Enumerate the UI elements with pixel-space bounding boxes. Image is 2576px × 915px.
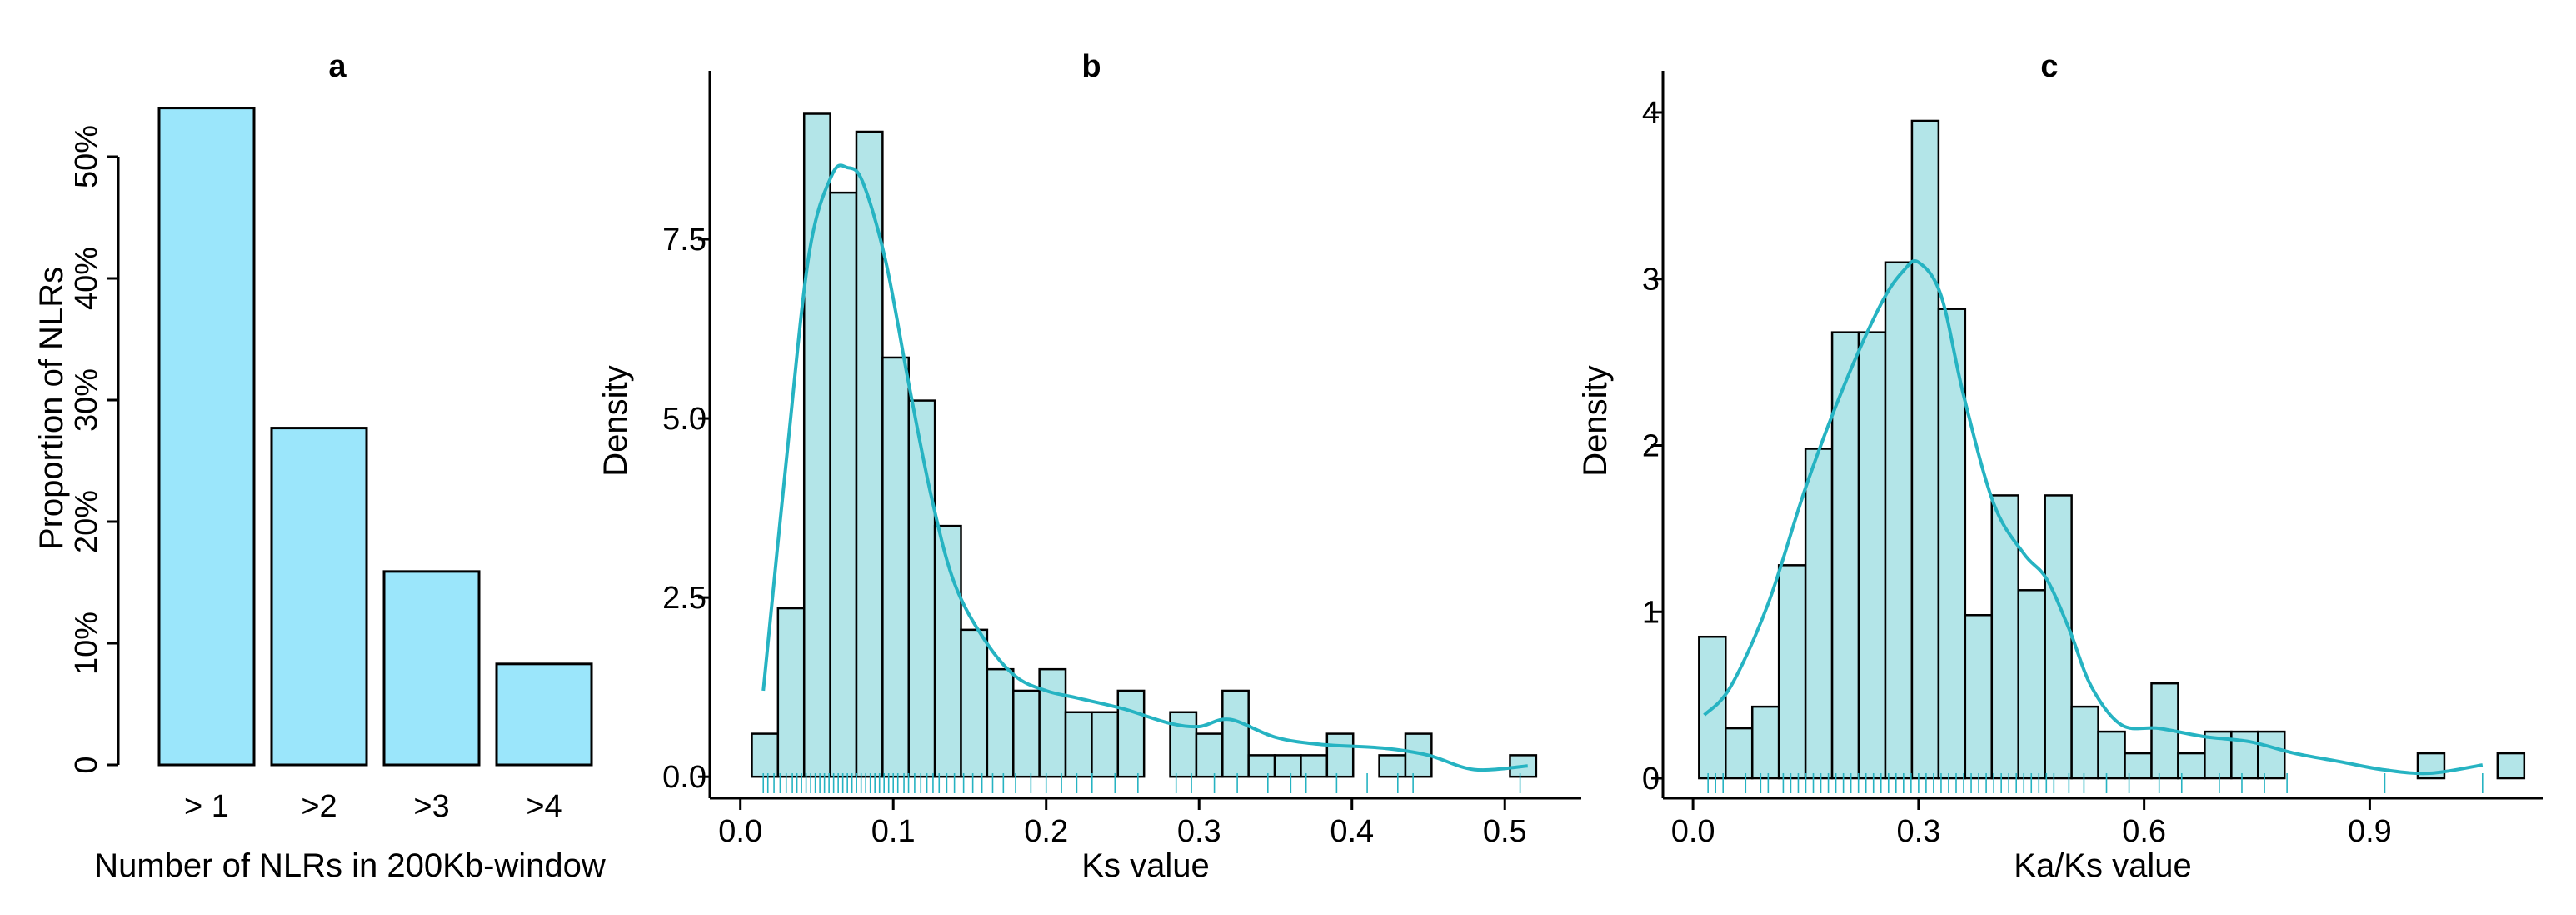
bar	[157, 107, 256, 767]
chart-title: c	[2040, 49, 2058, 84]
histogram-bar	[1804, 448, 1834, 780]
histogram-bar	[2257, 730, 2286, 780]
bar	[382, 570, 481, 767]
bar	[495, 662, 593, 767]
x-tick-label: 0.0	[1671, 814, 1715, 849]
histogram-bar	[1038, 668, 1067, 778]
y-tick-label: 10%	[69, 612, 104, 675]
y-tick-label: 20%	[69, 490, 104, 553]
y-tick-label: 0.0	[662, 760, 706, 795]
panel-c: 0 1 2 3 4 0.0 0.3 0.6 0.9 c Ka/Ks value Density	[1577, 49, 2543, 884]
histogram-bar	[1091, 711, 1120, 778]
x-tick-label: >4	[526, 789, 562, 824]
histogram-bar	[1116, 689, 1146, 778]
panel-b: 0.0 2.5 5.0 7.5 0.0 0.1 0.2 0.3 0.4 0.5 b Ks value D…	[597, 49, 1581, 884]
histogram-bar	[1964, 614, 1994, 780]
histogram-bar	[1990, 494, 2019, 780]
y-tick-label: 0	[69, 756, 104, 773]
histogram-bar	[1273, 754, 1302, 778]
histogram-bar	[1221, 689, 1250, 778]
y-axis-label: Density	[1577, 365, 1614, 476]
histogram-bar	[1750, 705, 1780, 780]
x-axis-label: Ka/Ks value	[2014, 848, 2191, 884]
histogram-bar	[1884, 261, 1914, 780]
x-tick-label: 0.5	[1483, 814, 1527, 849]
histogram-bar	[960, 628, 989, 778]
y-tick-label: 4	[1642, 96, 1660, 131]
density-curve	[1703, 259, 2484, 776]
histogram-bar	[802, 112, 831, 778]
x-axis-label: Number of NLRs in 200Kb-window	[94, 848, 606, 884]
histogram-bar	[2097, 730, 2126, 780]
histogram-bar	[855, 130, 884, 778]
y-tick-label: 50%	[69, 125, 104, 188]
histogram-bar	[1247, 754, 1276, 778]
x-tick-label: 0.3	[1177, 814, 1221, 849]
histogram-bar	[1830, 331, 1860, 780]
y-tick-label: 2	[1642, 429, 1660, 464]
x-tick-label: 0.9	[2348, 814, 2392, 849]
histogram-bar	[2496, 752, 2526, 780]
y-tick-label: 7.5	[662, 222, 706, 258]
x-tick-label: 0.0	[718, 814, 762, 849]
x-tick-label: 0.4	[1330, 814, 1374, 849]
histogram-bar	[1777, 564, 1807, 780]
y-axis-label: Proportion of NLRs	[33, 267, 70, 550]
histogram-bar	[1195, 732, 1224, 778]
x-tick-label: 0.1	[871, 814, 916, 849]
histogram-bar	[2017, 589, 2046, 780]
x-tick-label: 0.2	[1024, 814, 1068, 849]
histogram-bar	[776, 607, 806, 778]
x-tick-label: 0.6	[2122, 814, 2166, 849]
histogram-bar	[1378, 754, 1407, 778]
histogram-bar	[1910, 119, 1940, 780]
histogram-bar	[751, 732, 780, 778]
y-tick-label: 30%	[69, 368, 104, 432]
x-tick-label: >2	[301, 789, 337, 824]
bar	[270, 427, 368, 767]
histogram-bar	[829, 191, 858, 778]
chart-title: a	[328, 49, 347, 84]
panel-a: 0 10% 20% 30% 40% 50% > 1 >2 >3 >4 a Number of NLRs…	[33, 49, 606, 884]
x-tick-label: >3	[413, 789, 449, 824]
y-tick-label: 1	[1642, 595, 1660, 630]
x-tick-label: > 1	[184, 789, 229, 824]
histogram-bar	[1300, 754, 1329, 778]
histogram-bar	[907, 399, 936, 778]
histogram-bar	[881, 356, 910, 778]
histogram-bar	[1012, 689, 1041, 778]
histogram-bar	[2044, 494, 2073, 780]
histogram-bar	[986, 668, 1015, 778]
chart-title: b	[1081, 49, 1101, 84]
x-axis-label: Ks value	[1081, 848, 1209, 884]
y-tick-label: 5.0	[662, 402, 706, 437]
y-tick-label: 3	[1642, 262, 1660, 298]
histogram-bar	[1725, 727, 1754, 780]
y-tick-label: 40%	[69, 247, 104, 310]
histogram-bar	[1169, 711, 1198, 778]
histogram-bar	[2070, 705, 2099, 780]
density-curve	[761, 163, 1528, 772]
x-tick-label: 0.3	[1896, 814, 1940, 849]
histogram-bar	[1064, 711, 1093, 778]
histogram-bar	[1325, 732, 1355, 778]
y-tick-label: 0	[1642, 762, 1660, 797]
y-tick-label: 2.5	[662, 581, 706, 616]
y-axis-label: Density	[597, 365, 634, 476]
histogram-bar	[1857, 331, 1887, 780]
